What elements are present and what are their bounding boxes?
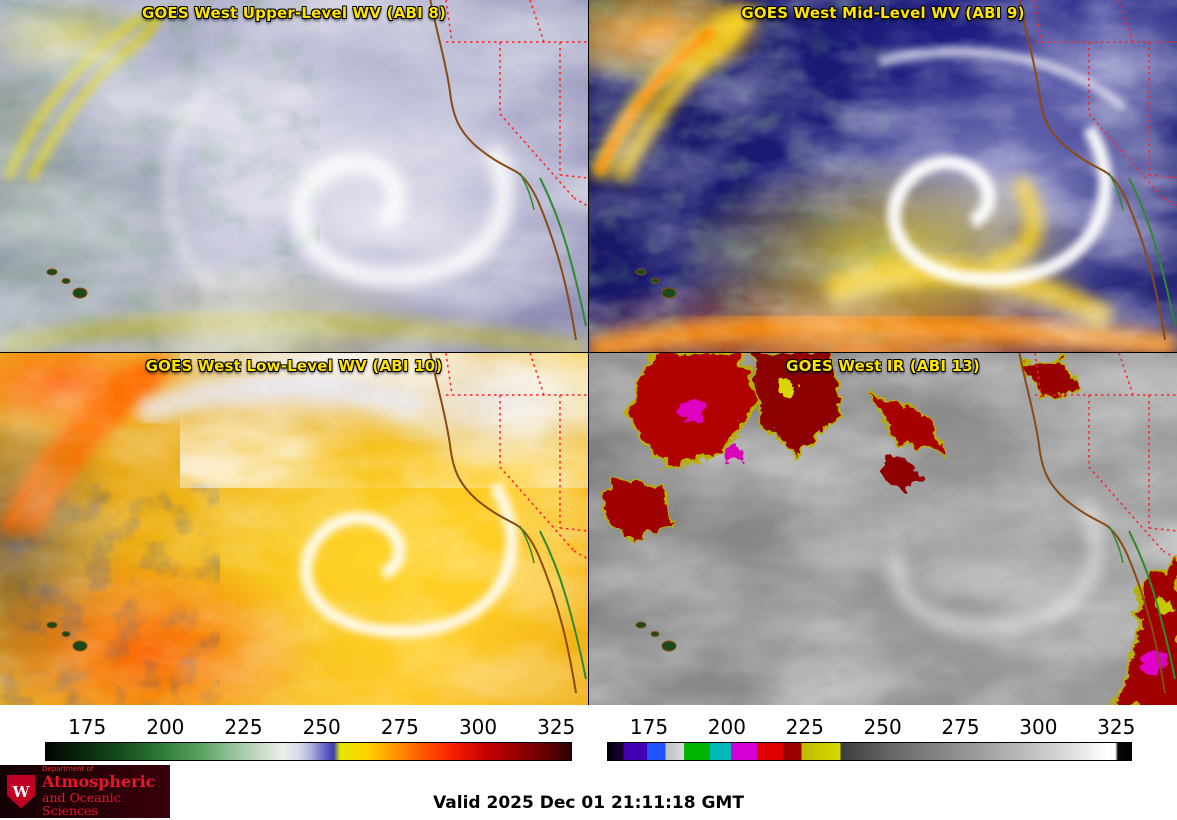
panel-abi13: GOES West IR (ABI 13) xyxy=(589,353,1177,705)
valid-timestamp: Valid 2025 Dec 01 21:11:18 GMT xyxy=(433,793,744,813)
logo-text: Department of Atmospheric and Oceanic Sc… xyxy=(42,764,163,819)
ir-colorbar-ticks: 175 200 225 250 275 300 325 xyxy=(607,705,1136,742)
wv-colorbar-group: 175 200 225 250 275 300 325 xyxy=(45,705,576,765)
satellite-image-abi9 xyxy=(589,0,1177,352)
panel-title-abi9: GOES West Mid-Level WV (ABI 9) xyxy=(741,4,1025,22)
satellite-image-abi8 xyxy=(0,0,588,352)
tick-label: 325 xyxy=(537,715,576,739)
panel-abi8: GOES West Upper-Level WV (ABI 8) xyxy=(0,0,588,352)
tick-label: 175 xyxy=(68,715,107,739)
footer: W Department of Atmospheric and Oceanic … xyxy=(0,765,1177,820)
crest-letter: W xyxy=(12,782,30,801)
logo-dept-line: Department of xyxy=(42,764,94,773)
panel-title-abi13: GOES West IR (ABI 13) xyxy=(786,357,980,375)
tick-label: 175 xyxy=(629,715,669,739)
panel-title-abi8: GOES West Upper-Level WV (ABI 8) xyxy=(141,4,447,22)
tick-label: 275 xyxy=(380,715,419,739)
tick-label: 225 xyxy=(224,715,263,739)
logo-line1: Atmospheric xyxy=(42,772,156,792)
ir-colorbar-group: 175 200 225 250 275 300 325 xyxy=(607,705,1136,765)
satellite-image-abi10 xyxy=(0,353,588,705)
wv-colorbar-ticks: 175 200 225 250 275 300 325 xyxy=(45,705,576,742)
uw-aos-logo: W Department of Atmospheric and Oceanic … xyxy=(0,765,170,818)
panel-abi9: GOES West Mid-Level WV (ABI 9) xyxy=(589,0,1177,352)
logo-line2: and Oceanic Sciences xyxy=(42,789,121,819)
tick-label: 225 xyxy=(785,715,824,739)
tick-label: 250 xyxy=(863,715,902,739)
colorbar-area: 175 200 225 250 275 300 325 175 200 225 … xyxy=(0,705,1177,765)
tick-label: 300 xyxy=(458,715,498,739)
quad-panel-grid: GOES West Upper-Level WV (ABI 8) GOES We… xyxy=(0,0,1177,705)
tick-label: 250 xyxy=(302,715,341,739)
tick-label: 300 xyxy=(1019,715,1058,739)
ir-colorbar-gradient xyxy=(607,742,1132,761)
satellite-image-abi13 xyxy=(589,353,1177,705)
tick-label: 200 xyxy=(146,715,185,739)
tick-label: 275 xyxy=(941,715,980,739)
panel-title-abi10: GOES West Low-Level WV (ABI 10) xyxy=(145,357,443,375)
wv-colorbar-gradient xyxy=(45,742,572,761)
panel-abi10: GOES West Low-Level WV (ABI 10) xyxy=(0,353,588,705)
tick-label: 325 xyxy=(1097,715,1136,739)
tick-label: 200 xyxy=(707,715,746,739)
